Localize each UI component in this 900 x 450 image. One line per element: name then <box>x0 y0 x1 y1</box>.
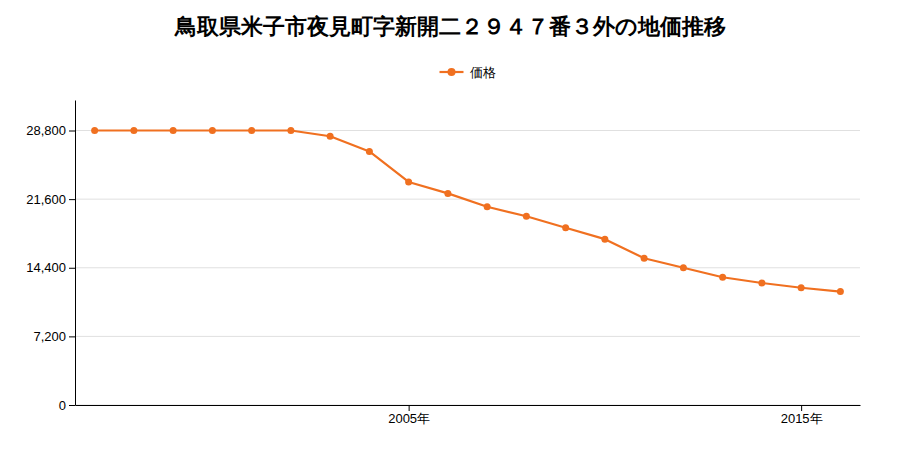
point <box>327 133 334 140</box>
point <box>680 264 687 271</box>
title: 鳥取県米子市夜見町字新開二２９４７番３外の地価推移 <box>174 14 726 39</box>
line <box>95 131 841 292</box>
x-tick-label: 2015年 <box>781 411 823 426</box>
y-tick-label: 0 <box>59 398 66 413</box>
y-tick: 28,800 <box>26 123 75 138</box>
grid-line <box>75 267 860 268</box>
legend-item: 価格 <box>440 65 496 80</box>
x-tick-label: 2005年 <box>388 411 430 426</box>
chart: 2005年 2015年 0 7,200 14,400 21,600 28,800 鳥取県米子市… <box>0 0 900 450</box>
point <box>444 190 451 197</box>
y-tick-label: 28,800 <box>26 123 66 138</box>
point <box>170 127 177 134</box>
y-tick-mark <box>69 268 75 269</box>
y-tick-mark <box>69 131 75 132</box>
x-tick: 2015年 <box>781 405 823 426</box>
point <box>209 127 216 134</box>
x-axis: 2005年 2015年 <box>76 405 861 426</box>
legend: 価格 <box>440 65 496 80</box>
point <box>798 284 805 291</box>
y-tick-label: 14,400 <box>26 260 66 275</box>
y-axis-line <box>75 101 76 406</box>
grid-line <box>75 336 860 337</box>
point <box>130 127 137 134</box>
grid-line <box>75 405 860 406</box>
point <box>837 288 844 295</box>
y-tick-mark <box>69 336 75 337</box>
point <box>405 178 412 185</box>
point <box>366 148 373 155</box>
y-tick: 14,400 <box>26 260 75 275</box>
point <box>523 213 530 220</box>
x-tick-mark <box>801 405 802 411</box>
point <box>287 127 294 134</box>
y-tick: 21,600 <box>26 192 75 207</box>
point <box>719 274 726 281</box>
y-tick-label: 21,600 <box>26 192 66 207</box>
y-tick-mark <box>69 405 75 406</box>
y-tick: 0 <box>59 398 75 413</box>
y-tick: 7,200 <box>33 329 75 344</box>
x-tick-mark <box>409 405 410 411</box>
y-tick-label: 7,200 <box>33 329 66 344</box>
point <box>758 280 765 287</box>
marks <box>91 127 844 295</box>
point <box>248 127 255 134</box>
y-axis: 0 7,200 14,400 21,600 28,800 <box>26 101 75 413</box>
point <box>562 224 569 231</box>
x-axis-line <box>76 405 861 406</box>
point <box>484 203 491 210</box>
point <box>641 255 648 262</box>
plot: 2005年 2015年 0 7,200 14,400 21,600 28,800 <box>26 101 860 427</box>
legend-label: 価格 <box>470 65 496 80</box>
grid <box>75 131 860 406</box>
point <box>601 236 608 243</box>
y-tick-mark <box>69 199 75 200</box>
x-tick: 2005年 <box>388 405 430 426</box>
legend-marker <box>448 68 456 76</box>
point <box>91 127 98 134</box>
